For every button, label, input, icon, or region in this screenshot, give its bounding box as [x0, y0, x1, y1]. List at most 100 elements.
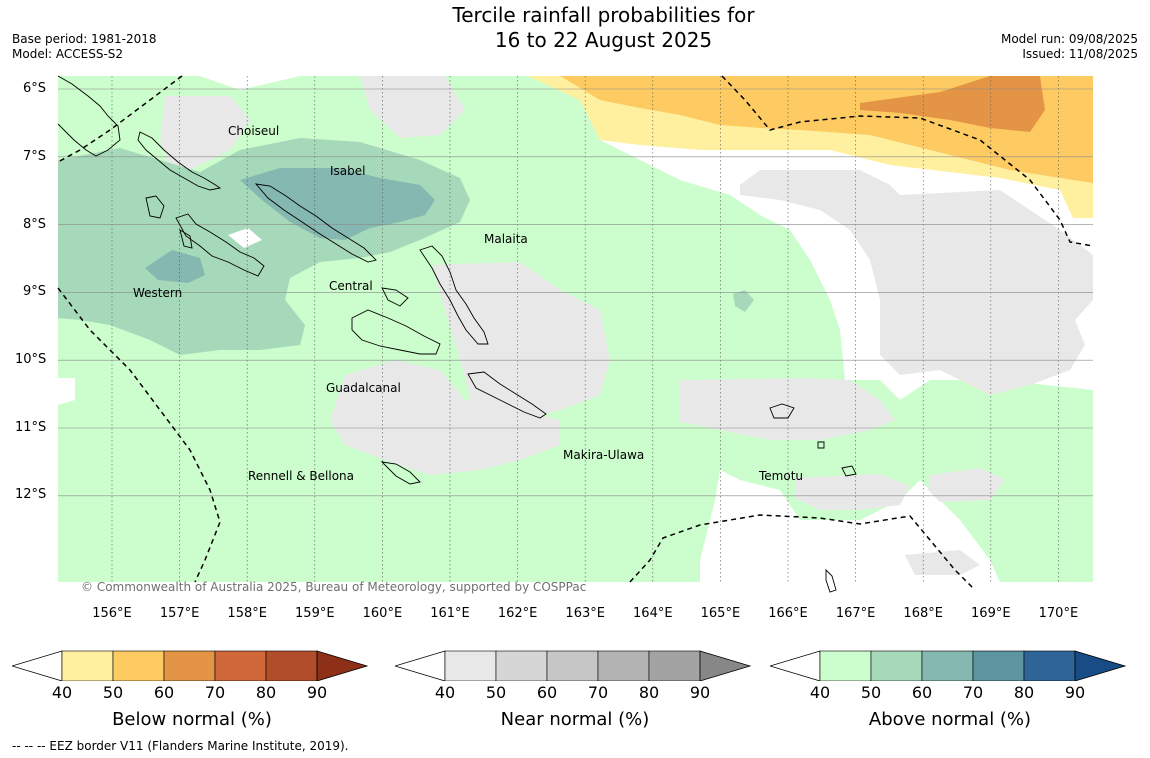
colorbar-tick-label: 50	[102, 683, 124, 702]
colorbar-extend-high	[1074, 650, 1127, 682]
coast-ranongga	[179, 229, 193, 249]
colorbar-segment	[112, 650, 165, 682]
region-label-western: Western	[133, 286, 182, 300]
colorbar-tick-label: 80	[255, 683, 277, 702]
colorbar-segment	[61, 650, 114, 682]
lon-label: 157°E	[159, 606, 200, 621]
colorbar-segment	[495, 650, 548, 682]
colorbar-tick-label: 60	[153, 683, 175, 702]
colorbar-tick-label: 90	[689, 683, 711, 702]
coast-new-georgia	[175, 213, 265, 277]
colorbar-tick-label: 70	[962, 683, 984, 702]
eez-borders	[57, 75, 1094, 591]
colorbar-below-normal-scale	[10, 650, 369, 682]
colorbar-above-normal-scale	[768, 650, 1127, 682]
near-normal-region-north	[160, 96, 250, 170]
coast-makira	[467, 371, 547, 419]
graticule	[58, 76, 1093, 582]
colorbar-tick-label: 40	[809, 683, 831, 702]
lat-label: 11°S	[15, 420, 47, 435]
title-line-1: Tercile rainfall probabilities for	[452, 3, 755, 27]
colorbar-above-normal-title: Above normal (%)	[868, 709, 1032, 730]
lon-label: 168°E	[903, 606, 943, 621]
lon-label: 158°E	[227, 606, 267, 621]
lon-label: 156°E	[92, 606, 132, 621]
coastlines	[57, 75, 857, 593]
coast-tikopia	[825, 568, 837, 593]
colorbar-segment	[546, 650, 599, 682]
near-normal-region-temotu	[680, 250, 1005, 575]
coast-isabel	[254, 183, 377, 263]
model-run: Model run: 09/08/2025	[1000, 32, 1138, 46]
coast-florida	[381, 287, 409, 307]
coast-guadalcanal	[351, 309, 441, 355]
chart-title: Tercile rainfall probabilities for 16 to…	[0, 3, 1150, 53]
lon-label: 167°E	[835, 606, 876, 621]
near-normal-region-top	[360, 76, 465, 138]
colorbar-extend-high	[699, 650, 752, 682]
region-label-makira-ulawa: Makira-Ulawa	[563, 448, 644, 462]
region-label-temotu: Temotu	[758, 469, 803, 483]
region-label-malaita: Malaita	[484, 232, 528, 246]
coast-vanikoro	[817, 441, 825, 449]
lon-label: 165°E	[700, 606, 741, 621]
region-labels: Choiseul Isabel Malaita Western Central …	[133, 124, 803, 483]
eez-border-northeast	[721, 75, 1094, 247]
colorbar-segment	[444, 650, 497, 682]
colorbar-segment	[819, 650, 872, 682]
colorbar-tick-label: 60	[536, 683, 558, 702]
eez-border-southeast	[629, 514, 976, 591]
coast-utupua	[841, 465, 857, 477]
lat-label: 9°S	[23, 284, 47, 299]
coast-bougainville	[57, 75, 121, 157]
colorbar-below-normal: 40 50 60 70 80 90 Below normal (%)	[10, 645, 372, 745]
colorbar-extend-low	[768, 650, 821, 682]
lat-label: 6°S	[23, 81, 47, 96]
below-normal-gap	[228, 228, 262, 248]
lat-label: 8°S	[23, 217, 47, 232]
lat-label: 10°S	[15, 352, 47, 367]
colorbar-segment	[265, 650, 318, 682]
lon-label: 164°E	[633, 606, 673, 621]
colorbar-tick-label: 90	[306, 683, 328, 702]
colorbar-extend-low	[10, 650, 63, 682]
probability-map: Choiseul Isabel Malaita Western Central …	[57, 75, 1094, 593]
near-normal-region-guadalcanal	[330, 360, 560, 475]
colorbar-near-normal-title: Near normal (%)	[500, 709, 650, 730]
colorbar-extend-high	[316, 650, 369, 682]
colorbar-segment	[972, 650, 1025, 682]
colorbar-near-normal: 40 50 60 70 80 90 Near normal (%)	[393, 645, 755, 745]
below-normal-60-region	[860, 76, 1045, 132]
colorbar-segment	[921, 650, 974, 682]
coast-choiseul	[137, 131, 222, 191]
base-period: Base period: 1981-2018	[12, 32, 157, 46]
colorbar-tick-label: 40	[434, 683, 456, 702]
colorbar-tick-label: 70	[587, 683, 609, 702]
lon-label: 159°E	[295, 606, 335, 621]
eez-border-northwest	[57, 75, 183, 163]
copyright-notice: © Commonwealth of Australia 2025, Bureau…	[81, 580, 587, 594]
coast-rennell	[380, 461, 421, 485]
coast-malaita	[419, 245, 489, 345]
colorbar-segment	[1023, 650, 1076, 682]
lon-label: 170°E	[1038, 606, 1079, 621]
colorbar-segment	[597, 650, 650, 682]
colorbar-tick-label: 80	[1013, 683, 1035, 702]
lon-label: 162°E	[497, 606, 538, 621]
lon-label: 161°E	[430, 606, 470, 621]
above-normal-50-region	[58, 138, 754, 355]
eez-footnote: -- -- -- EEZ border V11 (Flanders Marine…	[12, 739, 349, 753]
colorbar-segment	[163, 650, 216, 682]
near-normal-region-east	[740, 170, 1093, 395]
colorbar-above-normal: 40 50 60 70 80 90 Above normal (%)	[768, 645, 1130, 745]
colorbar-near-normal-scale	[393, 650, 752, 682]
lon-label: 169°E	[971, 606, 1011, 621]
colorbar-segment	[214, 650, 267, 682]
colorbar-segment	[648, 650, 701, 682]
region-label-isabel: Isabel	[330, 164, 365, 178]
coast-vella-lavella	[145, 195, 165, 219]
issued-date: Issued: 11/08/2025	[1022, 47, 1138, 61]
region-label-guadalcanal: Guadalcanal	[326, 381, 401, 395]
title-line-2: 16 to 22 August 2025	[494, 28, 713, 52]
colorbar-tick-label: 40	[51, 683, 73, 702]
